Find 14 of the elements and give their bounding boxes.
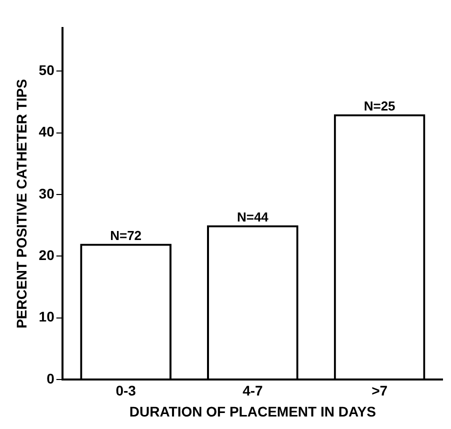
x-axis-title: DURATION OF PLACEMENT IN DAYS	[129, 403, 376, 420]
annotation: N=44	[236, 209, 270, 224]
annotation: N=72	[110, 228, 142, 243]
y-tick-label: 10	[38, 308, 55, 325]
y-tick-label: 50	[38, 62, 55, 78]
y-tick-label: 0	[46, 370, 55, 386]
y-tick-label: 40	[38, 124, 55, 140]
y-tick-label: 20	[38, 246, 55, 263]
y-tick-label: 30	[38, 185, 55, 202]
x-tick-label: 4-7	[242, 382, 264, 399]
annotation: N=25	[364, 98, 396, 114]
x-tick-label: 0-3	[116, 382, 136, 399]
y-axis-title: PERCENT POSITIVE CATHETER TIPS	[13, 78, 30, 328]
x-tick-label: >7	[372, 382, 388, 399]
